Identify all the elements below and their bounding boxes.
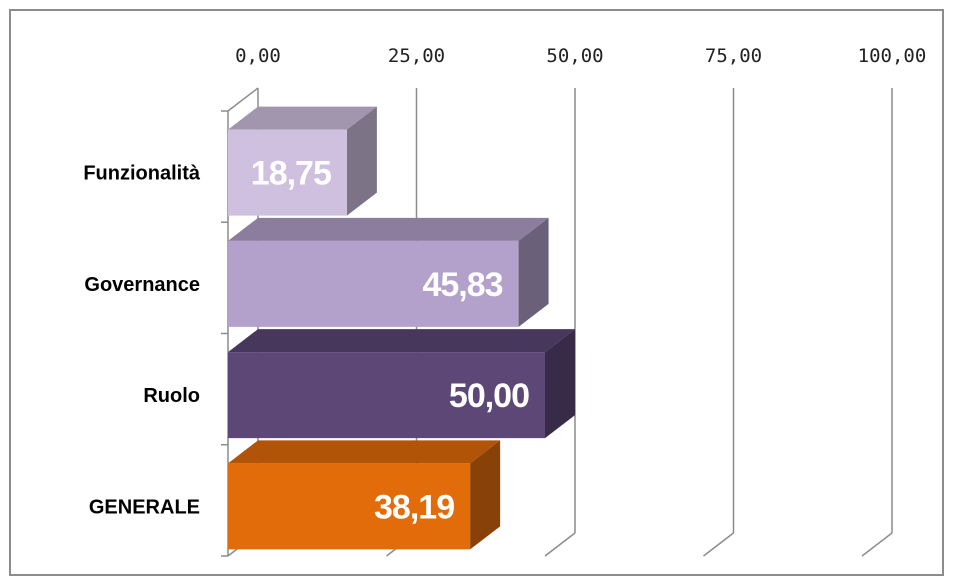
bar-top-face [228,217,549,241]
bars: 18,75 45,83 50,00 38,19 [228,106,575,550]
bar-side-face [346,106,377,216]
bar-top-face [228,106,377,130]
bar-top-face [228,329,575,353]
x-tick-label: 75,00 [705,45,762,67]
bar: 38,19 [228,440,501,550]
bar-value-label: 18,75 [251,155,331,193]
category-labels: Funzionalità Governance Ruolo GENERALE [83,163,201,519]
gridline-floor [703,532,734,557]
bar: 45,83 [228,217,549,327]
bar: 50,00 [228,329,575,439]
bar-side-face [470,440,501,550]
category-label: Funzionalità [83,163,201,185]
bar-front-face [228,463,471,550]
bar: 18,75 [228,106,377,216]
bar-top-face [228,440,501,464]
bar-side-face [545,329,575,439]
bar-front-face [228,240,519,327]
x-tick-label: 25,00 [388,45,445,67]
bar-value-label: 45,83 [422,266,502,304]
category-label: Governance [84,274,200,296]
bar-front-face [228,352,545,439]
gridline-floor [861,532,893,557]
bar-value-label: 50,00 [449,377,529,415]
gridline-floor [544,532,576,557]
category-label: GENERALE [89,496,200,518]
bar-value-label: 38,19 [374,488,454,526]
x-axis-ticks: 0,00 25,00 50,00 75,00 100,00 [235,45,926,67]
x-tick-label: 100,00 [858,45,927,67]
y-axis-top-slant [227,87,259,112]
bar-front-face [228,129,347,216]
x-tick-label: 0,00 [235,45,281,67]
x-tick-label: 50,00 [546,45,603,67]
bar-side-face [518,217,549,327]
category-label: Ruolo [143,385,200,407]
